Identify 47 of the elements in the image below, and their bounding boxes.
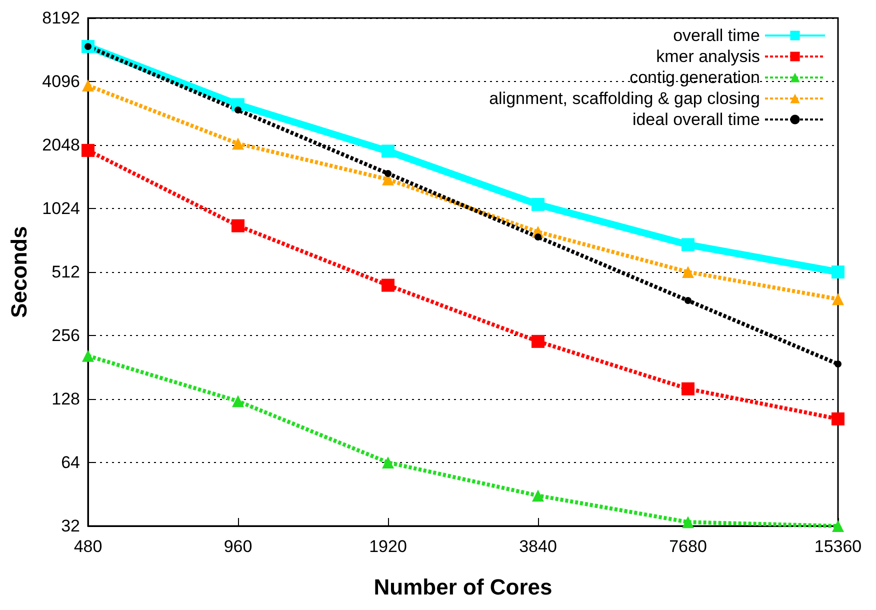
point: [532, 334, 544, 348]
point: [832, 293, 844, 306]
point: [682, 516, 694, 528]
point: [382, 278, 394, 292]
point: [234, 106, 242, 114]
point: [832, 412, 844, 426]
point: [82, 144, 94, 157]
point: [82, 350, 94, 362]
x-axis-title: Number of Cores: [374, 574, 552, 600]
x-tick-label: 1920: [369, 537, 407, 556]
y-tick-label: 512: [52, 262, 80, 282]
legend-label: ideal overall time: [632, 110, 760, 129]
point: [384, 170, 392, 178]
point: [684, 297, 692, 304]
point: [232, 219, 244, 232]
point: [534, 234, 542, 241]
x-tick-label: 480: [74, 537, 102, 556]
legend-label: kmer analysis: [656, 47, 760, 66]
point: [82, 80, 94, 92]
y-tick-label: 256: [52, 326, 80, 345]
legend-label: contig generation: [630, 68, 760, 87]
point: [682, 238, 694, 252]
x-tick-label: 15360: [814, 537, 862, 556]
point: [832, 520, 844, 532]
legend-label: overall time: [673, 26, 760, 45]
point: [232, 138, 244, 150]
y-tick-label: 64: [61, 453, 80, 472]
legend-label: alignment, scaffolding & gap closing: [489, 89, 760, 108]
point: [832, 266, 844, 278]
point: [382, 144, 394, 158]
x-tick-label: 3840: [519, 537, 557, 556]
point: [834, 360, 842, 368]
y-tick-label: 8192: [42, 8, 80, 28]
point: [532, 490, 544, 502]
point: [682, 382, 694, 396]
x-tick-label: 960: [224, 537, 252, 556]
y-tick-label: 1024: [42, 199, 80, 218]
y-tick-label: 32: [61, 516, 80, 536]
point: [682, 266, 694, 278]
y-tick-label: 4096: [42, 72, 80, 91]
y-tick-label: 128: [52, 390, 80, 408]
y-axis-title: Seconds: [6, 226, 32, 318]
point: [532, 198, 544, 211]
point: [382, 456, 394, 468]
point: [232, 395, 244, 408]
x-tick-label: 7680: [669, 537, 707, 556]
y-tick-label: 2048: [42, 136, 80, 154]
